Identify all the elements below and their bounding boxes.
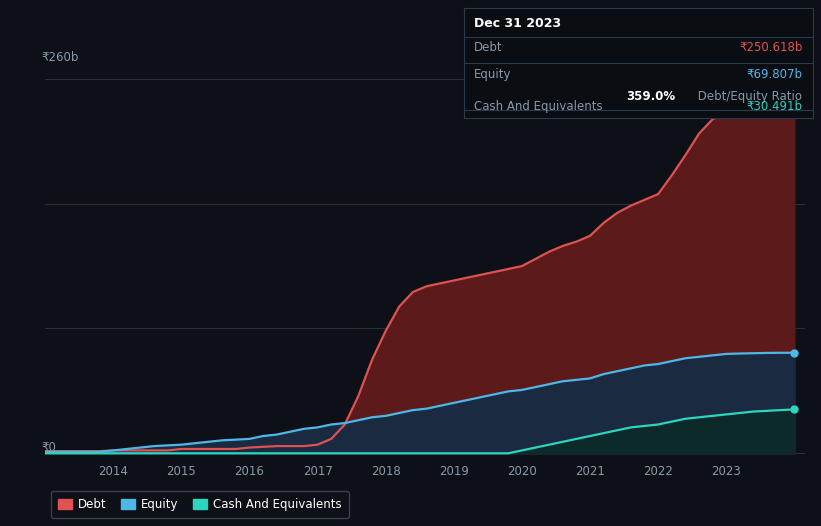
- Text: Debt/Equity Ratio: Debt/Equity Ratio: [695, 89, 802, 103]
- Text: 359.0%: 359.0%: [626, 89, 675, 103]
- Text: ₹260b: ₹260b: [41, 50, 79, 64]
- Text: ₹69.807b: ₹69.807b: [746, 67, 802, 80]
- Text: Dec 31 2023: Dec 31 2023: [475, 17, 562, 30]
- Text: ₹0: ₹0: [41, 441, 56, 454]
- Text: Cash And Equivalents: Cash And Equivalents: [475, 100, 603, 113]
- Text: ₹30.491b: ₹30.491b: [746, 100, 802, 113]
- Text: Debt: Debt: [475, 41, 503, 54]
- Legend: Debt, Equity, Cash And Equivalents: Debt, Equity, Cash And Equivalents: [51, 491, 349, 518]
- Text: Equity: Equity: [475, 67, 511, 80]
- Text: ₹250.618b: ₹250.618b: [739, 41, 802, 54]
